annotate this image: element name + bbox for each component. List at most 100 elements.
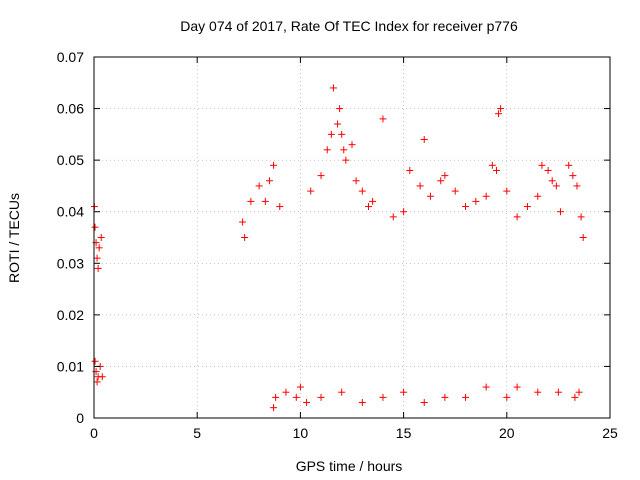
y-tick-label: 0.01 (57, 358, 84, 374)
x-tick-label: 0 (90, 425, 98, 441)
data-point (534, 388, 542, 396)
data-point (488, 161, 496, 169)
data-point (241, 234, 249, 241)
data-point (554, 388, 562, 396)
grid-lines (94, 57, 610, 418)
data-point (352, 177, 360, 185)
data-point (420, 399, 428, 407)
data-point (538, 161, 546, 169)
data-point (462, 393, 470, 401)
data-point (307, 187, 315, 195)
data-point (406, 166, 414, 174)
data-point (492, 166, 500, 174)
data-point (247, 197, 255, 205)
x-tick-label: 10 (293, 425, 309, 441)
data-point (327, 130, 335, 138)
data-point (472, 197, 480, 205)
data-point (503, 187, 511, 195)
data-point (426, 192, 434, 200)
data-point (329, 84, 337, 92)
data-point (91, 357, 99, 365)
data-point (292, 393, 300, 401)
data-point (379, 115, 387, 123)
data-point (338, 130, 346, 138)
data-point (348, 141, 356, 149)
data-point (437, 177, 445, 185)
data-point (556, 208, 564, 216)
data-point (95, 244, 103, 252)
data-point (462, 203, 470, 211)
data-point (497, 105, 505, 113)
data-point (482, 383, 490, 391)
data-point (340, 146, 348, 154)
data-point (265, 177, 273, 185)
data-point (358, 187, 366, 195)
data-point (552, 182, 560, 190)
data-point (338, 388, 346, 396)
data-point (317, 172, 325, 180)
data-point (365, 203, 373, 211)
data-point (282, 388, 290, 396)
data-point (451, 187, 459, 195)
data-point (534, 192, 542, 200)
axis-ticks: 0 5 10 15 20 25 0 0.01 0.02 0.03 0.04 0.05 0.06 0.07 (57, 49, 618, 441)
y-tick-label: 0.05 (57, 152, 84, 168)
data-point (91, 223, 99, 231)
data-point (416, 182, 424, 190)
data-point (389, 213, 397, 221)
data-point (573, 182, 581, 190)
data-point (336, 105, 344, 113)
data-points (90, 84, 587, 412)
data-point (569, 172, 577, 180)
data-point (276, 203, 284, 211)
plot-frame (93, 56, 611, 419)
chart-title: Day 074 of 2017, Rate Of TEC Index for r… (180, 18, 518, 34)
x-tick-label: 15 (396, 425, 412, 441)
data-point (420, 136, 428, 144)
data-point (270, 404, 278, 412)
data-point (94, 264, 102, 272)
data-point (400, 388, 408, 396)
data-point (400, 208, 408, 216)
data-point (579, 234, 587, 241)
y-tick-label: 0.07 (57, 49, 84, 65)
y-tick-label: 0.04 (57, 204, 84, 220)
data-point (548, 177, 556, 185)
y-axis-label: ROTI / TECUs (6, 193, 22, 283)
y-tick-label: 0.03 (57, 255, 84, 271)
x-axis-label: GPS time / hours (296, 458, 403, 474)
data-point (93, 378, 101, 386)
data-point (334, 120, 342, 128)
data-point (523, 203, 531, 211)
data-point (272, 393, 280, 401)
data-point (571, 393, 579, 401)
data-point (544, 166, 552, 174)
y-tick-label: 0.06 (57, 101, 84, 117)
data-point (565, 161, 573, 169)
data-point (441, 393, 449, 401)
data-point (270, 161, 278, 169)
data-point (575, 388, 583, 396)
x-tick-label: 5 (193, 425, 201, 441)
data-point (369, 197, 377, 205)
x-tick-label: 25 (602, 425, 618, 441)
data-point (503, 393, 511, 401)
data-point (97, 234, 105, 241)
data-point (98, 373, 106, 381)
data-point (358, 399, 366, 407)
data-point (296, 383, 304, 391)
data-point (495, 110, 503, 118)
data-point (303, 399, 311, 407)
data-point (317, 393, 325, 401)
data-point (255, 182, 263, 190)
data-point (261, 197, 269, 205)
data-point (577, 213, 585, 221)
data-point (93, 254, 101, 262)
y-tick-label: 0 (76, 410, 84, 426)
data-point (441, 172, 449, 180)
data-point (513, 383, 521, 391)
data-point (379, 393, 387, 401)
data-point (239, 218, 247, 226)
y-tick-label: 0.02 (57, 307, 84, 323)
